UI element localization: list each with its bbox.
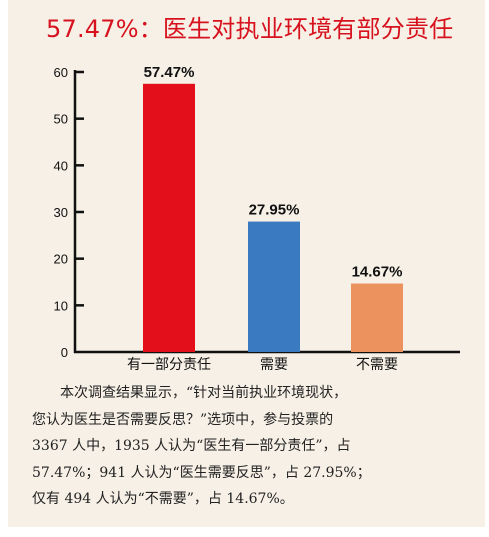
bar	[248, 221, 300, 352]
x-tick-label: 有一部分责任	[127, 357, 211, 373]
bar	[143, 83, 195, 352]
data-label: 57.47%	[144, 64, 195, 81]
y-tick-label: 0	[61, 345, 68, 360]
chart-title: 57.47%：医生对执业环境有部分责任	[46, 15, 454, 43]
y-tick-label: 10	[54, 298, 68, 313]
caption-line: 3367 人中，1935 人认为“医生有一部分责任”，占	[32, 438, 351, 454]
data-label: 27.95%	[249, 202, 300, 219]
caption-line: 仅有 494 人认为“不需要”，占 14.67%。	[32, 491, 294, 507]
axes: 0 10 20 30 40 50 60	[54, 65, 460, 360]
y-tick-label: 30	[54, 205, 68, 220]
y-tick-label: 40	[54, 158, 68, 173]
y-tick-label: 50	[54, 112, 68, 127]
data-label: 14.67%	[352, 264, 403, 281]
y-tick-label: 60	[54, 65, 68, 80]
x-tick-label: 不需要	[356, 357, 398, 373]
caption-line: 57.47%；941 人认为“医生需要反思”，占 27.95%；	[32, 464, 371, 481]
caption-line: 本次调查结果显示，“针对当前执业环境现状，	[60, 385, 348, 401]
y-tick-label: 20	[54, 252, 68, 267]
caption-text: 本次调查结果显示，“针对当前执业环境现状， 您认为医生是否需要反思？”选项中，参…	[32, 380, 472, 513]
background-panel	[8, 0, 485, 527]
bar	[351, 283, 403, 352]
caption-line: 您认为医生是否需要反思？”选项中，参与投票的	[32, 411, 334, 428]
bars	[143, 83, 403, 352]
x-tick-label: 需要	[260, 357, 288, 373]
labels: 57.47% 有一部分责任 27.95% 需要 14.67% 不需要	[127, 64, 402, 373]
bar-chart: 0 10 20 30 40 50 60 57.47% 有一部分责任 27.95% 需要 14.67%…	[54, 64, 460, 373]
